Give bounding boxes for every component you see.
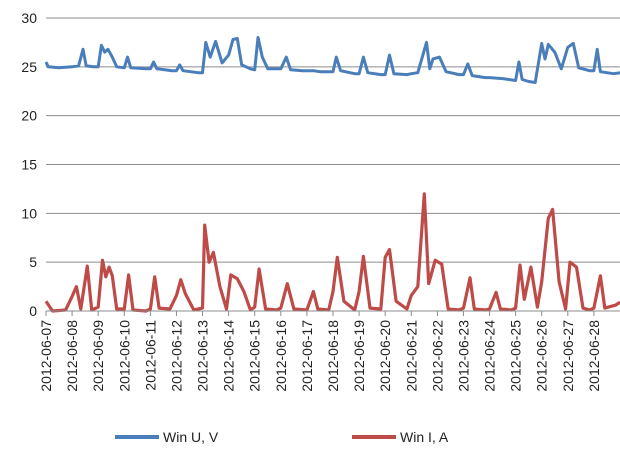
y-tick-label: 30 (21, 10, 37, 26)
legend-label: Win I, A (400, 429, 449, 445)
y-tick-label: 25 (21, 59, 37, 75)
x-tick-label: 2012-06-18 (325, 320, 341, 392)
gridlines (46, 17, 620, 263)
series-line-win-i (44, 192, 620, 313)
x-tick-labels: 2012-06-07 2012-06-08 2012-06-09 2012-06-10… (38, 311, 602, 392)
x-tick-label: 2012-06-21 (403, 320, 419, 392)
x-tick-label: 2012-06-28 (586, 320, 602, 392)
x-tick-label: 2012-06-27 (560, 320, 576, 392)
y-tick-label: 15 (21, 157, 37, 173)
x-tick-label: 2012-06-23 (455, 320, 471, 392)
x-tick-label: 2012-06-12 (168, 320, 184, 392)
x-tick-label: 2012-06-26 (534, 320, 550, 392)
x-tick-label: 2012-06-25 (508, 320, 524, 392)
x-tick-label: 2012-06-19 (351, 320, 367, 392)
x-tick-label: 2012-06-11 (142, 320, 158, 391)
x-tick-label: 2012-06-09 (90, 320, 106, 392)
y-tick-labels: 0 5 10 15 20 25 30 (21, 10, 37, 319)
x-tick-label: 2012-06-16 (273, 320, 289, 392)
x-tick-label: 2012-06-08 (64, 320, 80, 392)
x-tick-label: 2012-06-15 (247, 320, 263, 392)
x-tick-label: 2012-06-24 (482, 320, 498, 392)
x-tick-label: 2012-06-13 (195, 320, 211, 392)
x-tick-label: 2012-06-10 (116, 320, 132, 392)
y-tick-label: 0 (29, 303, 37, 319)
x-tick-label: 2012-06-07 (38, 320, 54, 392)
x-tick-label: 2012-06-22 (429, 320, 445, 392)
series-lines (44, 36, 620, 313)
x-tick-label: 2012-06-17 (299, 320, 315, 392)
x-tick-label: 2012-06-20 (377, 320, 393, 392)
y-tick-label: 10 (21, 205, 37, 221)
legend-label: Win U, V (163, 429, 219, 445)
x-tick-label: 2012-06-14 (221, 320, 237, 392)
y-tick-label: 20 (21, 108, 37, 124)
series-line-win-u (44, 36, 620, 84)
y-tick-label: 5 (29, 254, 37, 270)
legend: Win U, V Win I, A (115, 429, 449, 445)
